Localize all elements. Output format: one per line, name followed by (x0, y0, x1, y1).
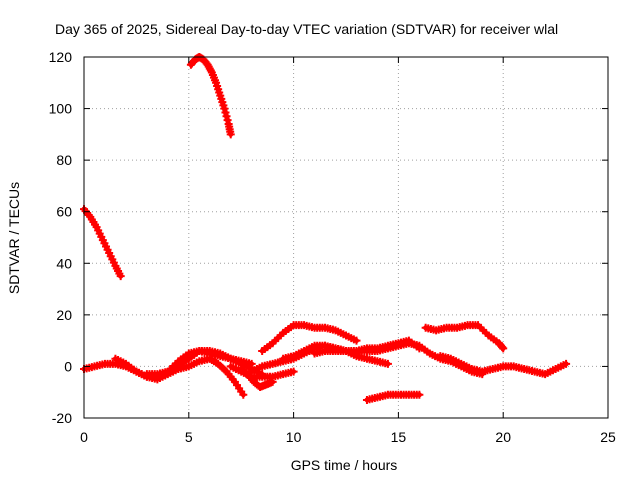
plot-frame (83, 56, 609, 419)
series-arc-1 (80, 205, 125, 281)
y-tick-label: 80 (56, 152, 72, 168)
data-point (383, 359, 392, 368)
data-point (226, 130, 235, 139)
data-point (222, 112, 231, 121)
data-point (498, 343, 507, 352)
series-arc-14 (362, 390, 424, 404)
data-point (239, 390, 248, 399)
series-arc-16 (421, 321, 508, 353)
data-point (499, 344, 508, 353)
data-point (223, 116, 232, 125)
data-point (221, 108, 230, 117)
y-axis-title: SDTVAR / TECUs (6, 182, 22, 294)
x-tick-label: 20 (495, 429, 511, 445)
series-arc-9 (237, 365, 277, 392)
x-axis-title: GPS time / hours (291, 457, 398, 473)
y-tick-label: 0 (64, 358, 72, 374)
y-tick-label: 120 (49, 49, 73, 65)
series-arc-7 (205, 354, 248, 399)
data-point (220, 104, 229, 113)
data-point (415, 390, 424, 399)
x-tick-label: 25 (600, 429, 616, 445)
y-tick-label: 100 (49, 101, 73, 117)
grid-layer (84, 57, 608, 418)
series-arc-17 (436, 352, 571, 379)
x-tick-label: 15 (391, 429, 407, 445)
data-layer (80, 53, 571, 404)
series-arc-3 (80, 359, 151, 381)
data-point (268, 377, 277, 386)
y-tick-label: 40 (56, 255, 72, 271)
y-tick-label: 60 (56, 204, 72, 220)
x-tick-label: 10 (286, 429, 302, 445)
tick-layer: 0 5 10 15 20 25 -20 0 20 40 60 80 100 120 (49, 49, 616, 445)
series-arc-11 (258, 321, 361, 355)
chart-title: Day 365 of 2025, Sidereal Day-to-day VTE… (55, 21, 558, 37)
y-tick-label: -20 (52, 410, 72, 426)
y-tick-label: 20 (56, 307, 72, 323)
x-tick-label: 0 (80, 429, 88, 445)
data-point (352, 336, 361, 345)
series-arc-2 (186, 53, 235, 139)
data-point (289, 367, 298, 376)
data-point (562, 359, 571, 368)
x-tick-label: 5 (185, 429, 193, 445)
data-point (116, 272, 125, 281)
